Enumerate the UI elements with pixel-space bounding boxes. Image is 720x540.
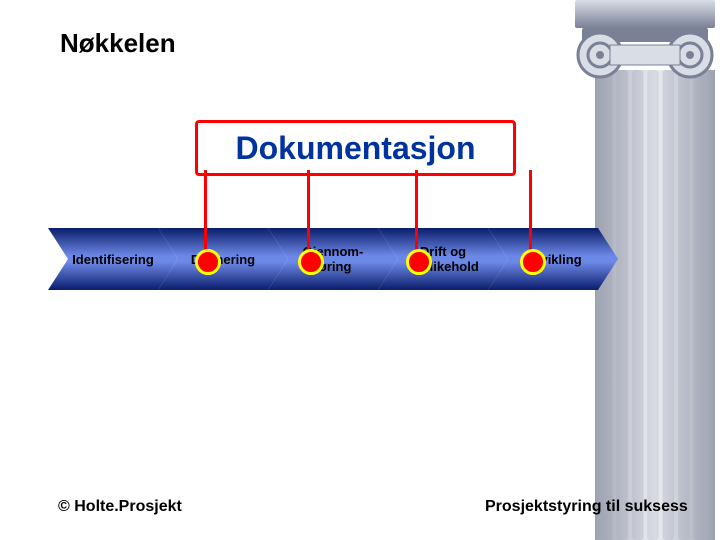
footer-left: © Holte.Prosjekt	[58, 498, 182, 516]
process-chevron-row: IdentifiseringDefineringGjennom-føringDr…	[0, 228, 720, 290]
connector-line	[415, 170, 418, 259]
documentation-label: Dokumentasjon	[235, 130, 475, 166]
process-step: Avvikling	[488, 228, 618, 290]
footer-right: Prosjektstyring til suksess	[485, 498, 688, 516]
connector-line	[529, 170, 532, 259]
connector-dot	[195, 249, 221, 275]
connector-line	[307, 170, 310, 259]
slide-root: Nøkkelen Dokumentasjon IdentifiseringDef…	[0, 0, 720, 540]
connector-dot	[406, 249, 432, 275]
documentation-box: Dokumentasjon	[195, 120, 516, 176]
connector-dot	[298, 249, 324, 275]
connector-line	[204, 170, 207, 259]
slide-title: Nøkkelen	[60, 28, 176, 59]
connector-dot	[520, 249, 546, 275]
